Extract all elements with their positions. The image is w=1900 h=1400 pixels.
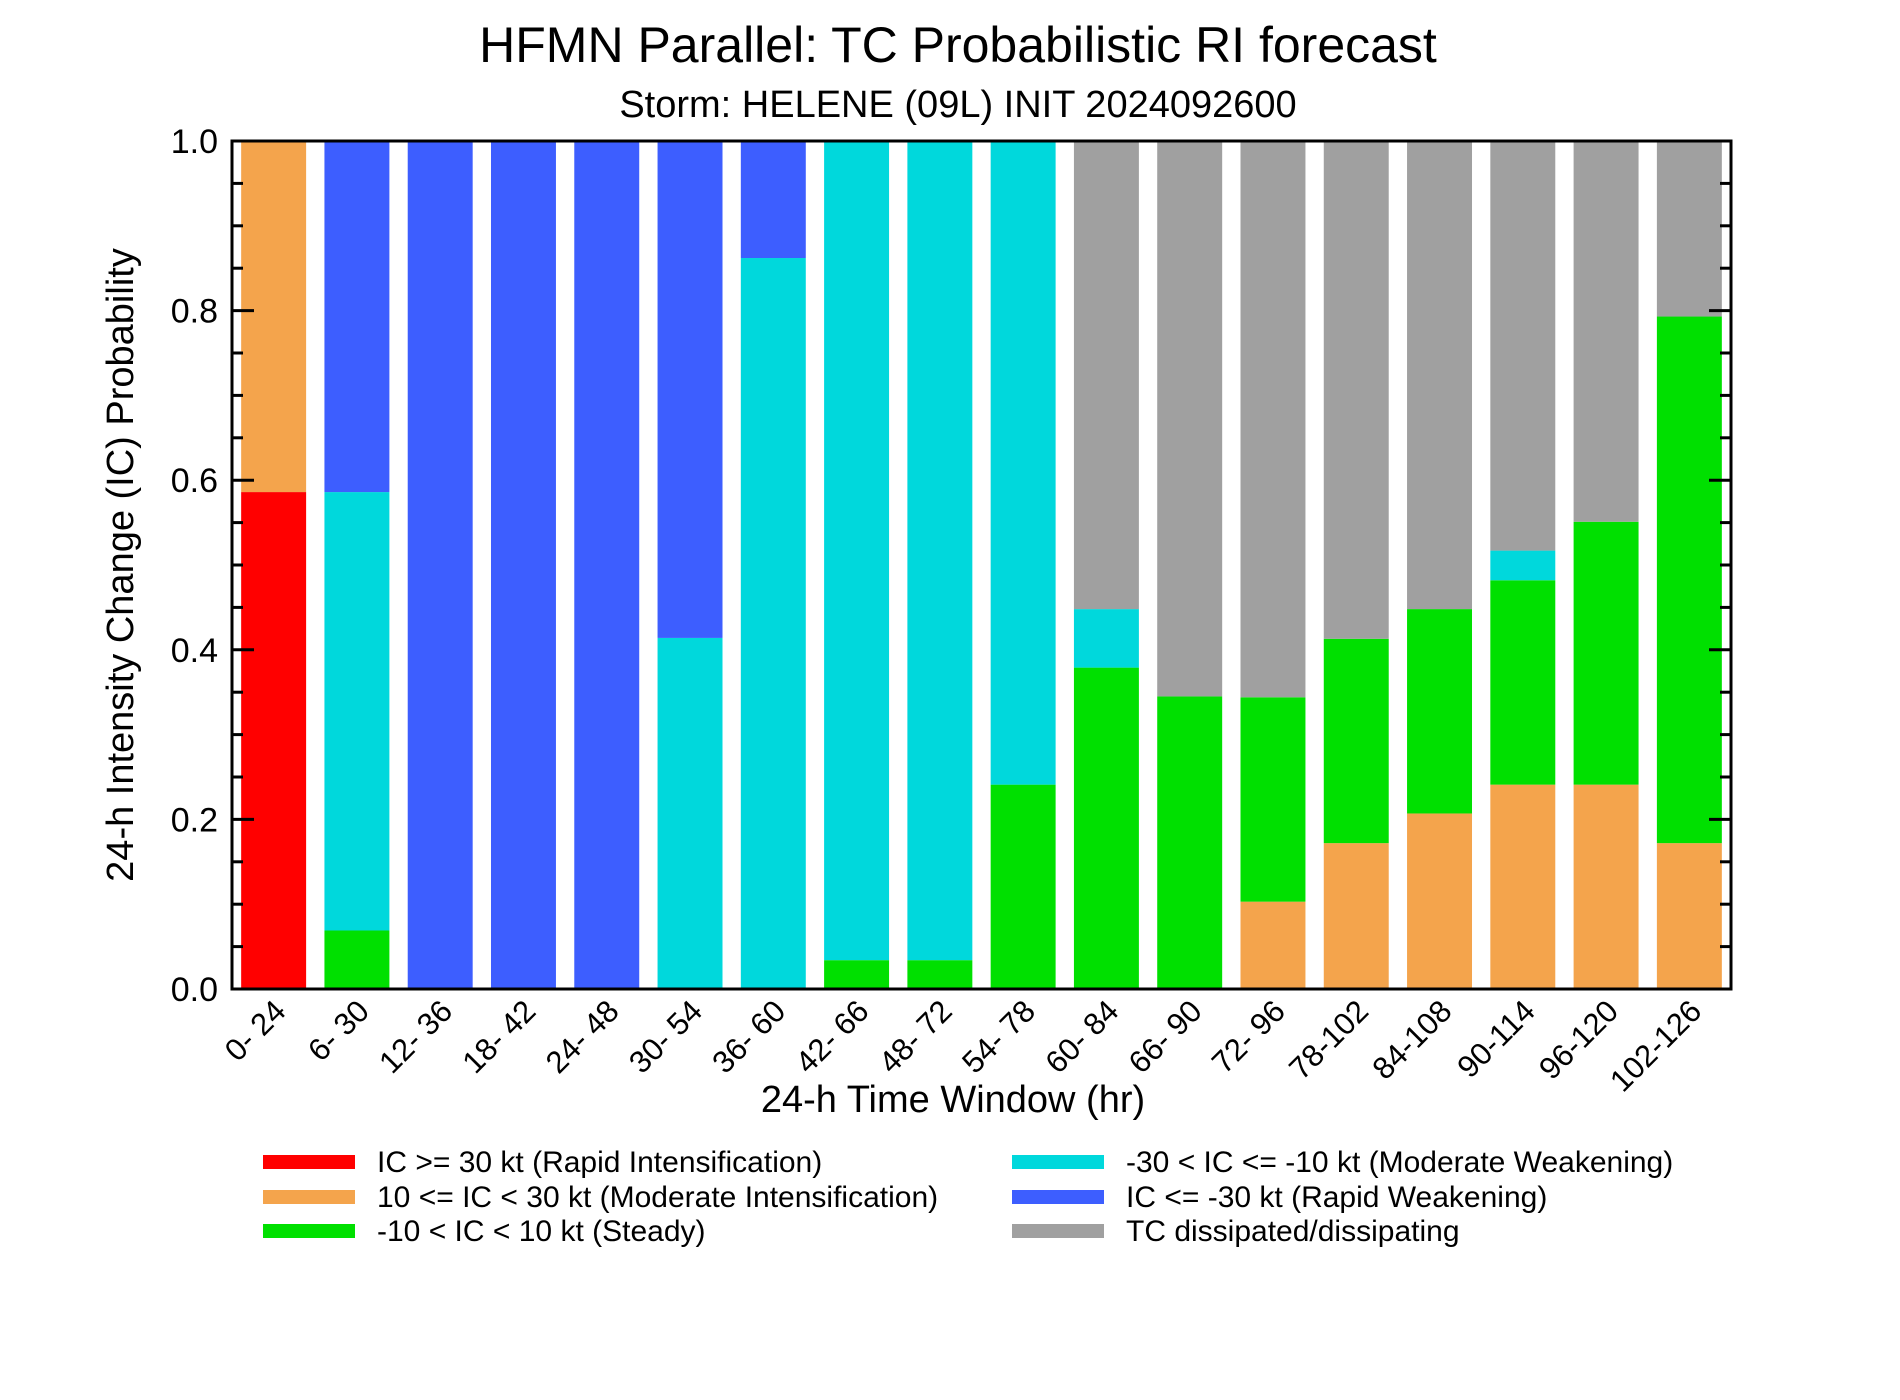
bar-9-series-3: [907, 960, 973, 989]
x-tick-label: 6- 30: [301, 993, 376, 1068]
bar-17-series-6: [1573, 141, 1639, 522]
bar-11-series-6: [1073, 141, 1139, 610]
bar-11-series-4: [1073, 609, 1139, 668]
x-tick-label: 72- 96: [1205, 993, 1292, 1080]
bar-2-series-5: [324, 141, 390, 493]
x-tick-label: 36- 60: [705, 993, 792, 1080]
bar-15-series-2: [1407, 813, 1473, 989]
bar-10-series-4: [990, 141, 1056, 785]
bar-13-series-6: [1240, 141, 1306, 698]
chart-subtitle: Storm: HELENE (09L) INIT 2024092600: [619, 84, 1296, 126]
x-tick-label: 42- 66: [789, 993, 876, 1080]
bar-3-series-5: [407, 141, 473, 989]
bar-16-series-6: [1490, 141, 1556, 551]
y-tick-label: 0.4: [171, 632, 218, 670]
y-tick-label: 0.8: [171, 293, 218, 331]
x-tick-label: 84-108: [1365, 993, 1458, 1086]
x-tick-label: 60- 84: [1038, 993, 1125, 1080]
legend-swatch-2: [263, 1190, 355, 1204]
x-tick-label: 78-102: [1282, 993, 1375, 1086]
bar-13-series-3: [1240, 697, 1306, 902]
x-tick-label: 24- 48: [539, 993, 626, 1080]
y-tick-label: 1.0: [171, 123, 218, 161]
bar-11-series-3: [1073, 667, 1139, 989]
bar-7-series-4: [740, 258, 806, 989]
legend: IC >= 30 kt (Rapid Intensification)10 <=…: [263, 1146, 1673, 1248]
legend-label-5: IC <= -30 kt (Rapid Weakening): [1126, 1181, 1547, 1214]
bar-12-series-6: [1157, 141, 1223, 697]
x-tick-label: 54- 78: [955, 993, 1042, 1080]
bar-15-series-6: [1407, 141, 1473, 610]
bar-16-series-4: [1490, 550, 1556, 581]
x-tick-label: 0- 24: [218, 993, 293, 1068]
y-tick-label: 0.0: [171, 971, 218, 1009]
bar-14-series-6: [1323, 141, 1389, 639]
bar-9-series-4: [907, 141, 973, 961]
bar-18-series-3: [1656, 316, 1722, 844]
legend-swatch-1: [263, 1155, 355, 1169]
x-tick-label: 102-126: [1603, 993, 1708, 1098]
bar-2-series-4: [324, 492, 390, 931]
y-tick-label: 0.6: [171, 462, 218, 500]
bar-8-series-3: [824, 960, 890, 989]
bar-16-series-2: [1490, 784, 1556, 989]
legend-swatch-5: [1012, 1190, 1104, 1204]
x-tick-label: 66- 90: [1122, 993, 1209, 1080]
bar-13-series-2: [1240, 901, 1306, 989]
x-tick-label: 18- 42: [456, 993, 543, 1080]
x-axis-label: 24-h Time Window (hr): [761, 1079, 1145, 1121]
legend-swatch-3: [263, 1224, 355, 1238]
bar-7-series-5: [740, 141, 806, 259]
legend-swatch-4: [1012, 1155, 1104, 1169]
x-tick-label: 90-114: [1450, 993, 1541, 1084]
bar-14-series-2: [1323, 843, 1389, 989]
legend-swatch-6: [1012, 1224, 1104, 1238]
bar-17-series-3: [1573, 521, 1639, 785]
y-axis-label: 24-h Intensity Change (IC) Probability: [100, 248, 142, 882]
y-tick-label: 0.2: [171, 801, 218, 839]
bar-12-series-3: [1157, 696, 1223, 989]
bar-15-series-3: [1407, 609, 1473, 814]
x-tick-label: 48- 72: [872, 993, 959, 1080]
legend-label-3: -10 < IC < 10 kt (Steady): [377, 1215, 706, 1248]
bar-2-series-3: [324, 930, 390, 989]
bar-4-series-5: [490, 141, 556, 989]
bar-17-series-2: [1573, 784, 1639, 989]
bar-18-series-2: [1656, 843, 1722, 989]
bar-1-series-1: [241, 492, 307, 989]
legend-label-4: -30 < IC <= -10 kt (Moderate Weakening): [1126, 1146, 1673, 1179]
x-tick-label: 30- 54: [622, 993, 709, 1080]
bar-18-series-6: [1656, 141, 1722, 317]
bar-8-series-4: [824, 141, 890, 961]
bar-6-series-4: [657, 637, 723, 989]
bar-14-series-3: [1323, 638, 1389, 844]
legend-label-2: 10 <= IC < 30 kt (Moderate Intensificati…: [377, 1181, 938, 1214]
chart-title: HFMN Parallel: TC Probabilistic RI forec…: [479, 17, 1437, 73]
legend-label-6: TC dissipated/dissipating: [1126, 1215, 1460, 1248]
legend-label-1: IC >= 30 kt (Rapid Intensification): [377, 1146, 822, 1179]
x-tick-label: 12- 36: [372, 993, 459, 1080]
bar-16-series-3: [1490, 580, 1556, 785]
bar-6-series-5: [657, 141, 723, 638]
bar-1-series-2: [241, 141, 307, 493]
bar-10-series-3: [990, 784, 1056, 989]
bar-5-series-5: [574, 141, 640, 989]
